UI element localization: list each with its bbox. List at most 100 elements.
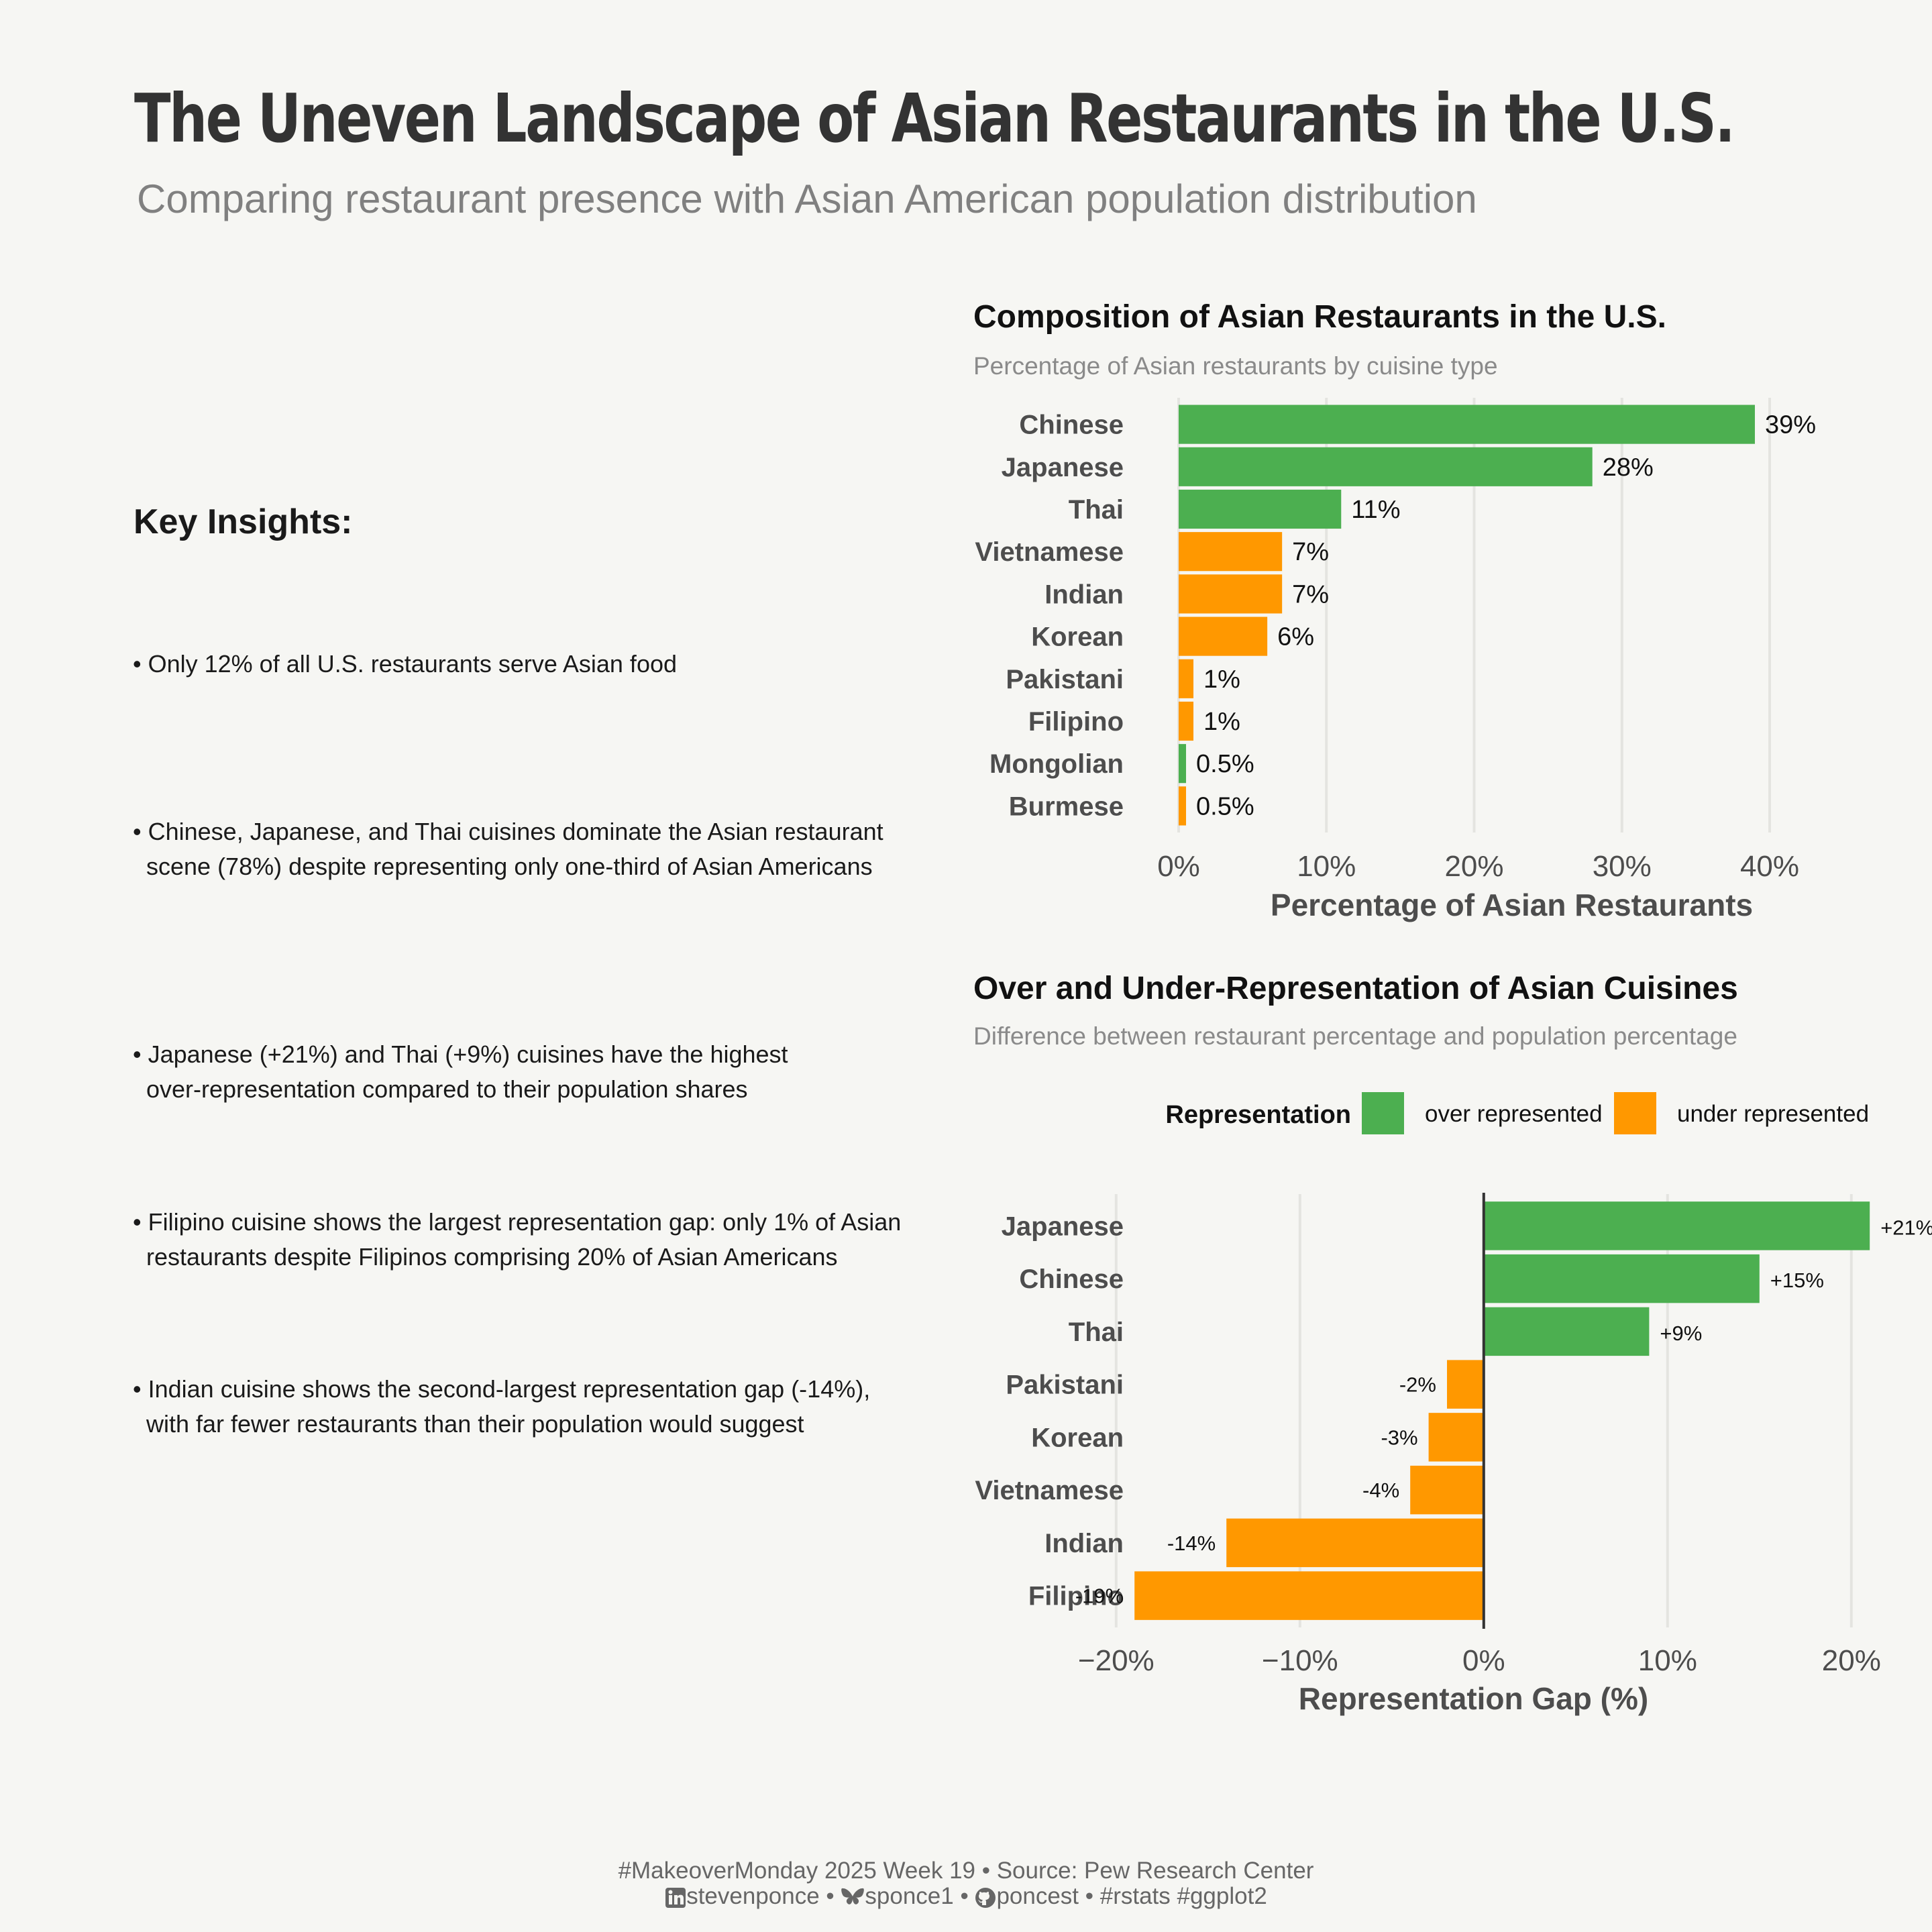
category-label: Thai: [1069, 495, 1124, 525]
tick-label: −20%: [1078, 1644, 1155, 1677]
legend-label-under: under represented: [1677, 1101, 1869, 1127]
insight-item: • Filipino cuisine shows the largest rep…: [133, 1205, 965, 1275]
data-label: 7%: [1292, 580, 1329, 608]
category-label: Filipino: [1028, 707, 1124, 737]
data-label: 7%: [1292, 538, 1329, 566]
data-label: 1%: [1203, 665, 1240, 694]
legend-swatch-over: [1362, 1092, 1404, 1134]
insight-item: • Chinese, Japanese, and Thai cuisines d…: [133, 814, 965, 884]
tick-label: 20%: [1444, 850, 1503, 883]
data-label: -14%: [1167, 1532, 1216, 1555]
composition-chart: Chinese 39% Japanese 28% Thai 11% Vietnamese 7%…: [975, 398, 1816, 922]
category-label: Japanese: [1002, 453, 1124, 482]
bar: [1179, 447, 1593, 486]
bar: [1179, 489, 1342, 529]
bar: [1483, 1201, 1870, 1250]
chart1-title: Composition of Asian Restaurants in the …: [973, 299, 1666, 335]
insight-item: • Indian cuisine shows the second-larges…: [133, 1372, 965, 1442]
insight-line: • Chinese, Japanese, and Thai cuisines d…: [133, 818, 883, 845]
data-label: -19%: [1075, 1585, 1124, 1608]
insight-line: restaurants despite Filipinos comprising…: [146, 1243, 838, 1271]
category-label: Korean: [1031, 623, 1124, 652]
tick-label: 30%: [1593, 850, 1652, 883]
bluesky-handle[interactable]: sponce1: [865, 1883, 954, 1909]
chart2-subtitle: Difference between restaurant percentage…: [973, 1022, 1737, 1050]
bar: [1179, 744, 1187, 784]
data-label: 0.5%: [1196, 750, 1254, 778]
bar: [1483, 1307, 1650, 1356]
insight-item: • Only 12% of all U.S. restaurants serve…: [133, 647, 965, 682]
tick-label: 20%: [1822, 1644, 1881, 1677]
bar: [1179, 532, 1283, 572]
insight-line: • Only 12% of all U.S. restaurants serve…: [133, 650, 678, 678]
footer-tags: • #rstats #ggplot2: [1085, 1883, 1267, 1909]
bar: [1134, 1571, 1484, 1620]
tick-label: 0%: [1462, 1644, 1505, 1677]
category-label: Filipino: [1028, 1582, 1124, 1611]
data-label: -2%: [1399, 1373, 1436, 1397]
github-handle[interactable]: poncest: [996, 1883, 1079, 1909]
data-label: -3%: [1381, 1426, 1417, 1449]
category-label: Indian: [1044, 1529, 1124, 1558]
insight-line: • Filipino cuisine shows the largest rep…: [133, 1208, 902, 1236]
data-label: 39%: [1765, 411, 1816, 439]
tick-label: 10%: [1638, 1644, 1697, 1677]
data-label: +21%: [1880, 1216, 1932, 1239]
tick-label: 0%: [1157, 850, 1200, 883]
category-label: Mongolian: [989, 749, 1124, 779]
category-label: Thai: [1069, 1318, 1124, 1347]
linkedin-handle[interactable]: stevenponce: [686, 1883, 820, 1909]
category-label: Japanese: [1002, 1212, 1124, 1241]
insight-line: over-representation compared to their po…: [146, 1075, 748, 1103]
page-subtitle: Comparing restaurant presence with Asian…: [137, 176, 1477, 221]
insight-line: • Indian cuisine shows the second-larges…: [133, 1375, 871, 1403]
bar: [1226, 1518, 1484, 1568]
category-label: Korean: [1031, 1423, 1124, 1452]
chart2-title: Over and Under-Representation of Asian C…: [973, 971, 1738, 1006]
insight-item: • Japanese (+21%) and Thai (+9%) cuisine…: [133, 1037, 965, 1107]
data-label: -4%: [1362, 1479, 1399, 1502]
data-label: 1%: [1203, 708, 1240, 736]
category-label: Vietnamese: [975, 537, 1124, 567]
category-label: Chinese: [1019, 411, 1124, 440]
tick-label: −10%: [1262, 1644, 1338, 1677]
bar: [1179, 574, 1283, 614]
data-label: 0.5%: [1196, 792, 1254, 820]
bar: [1179, 405, 1755, 444]
bar: [1483, 1254, 1760, 1303]
category-label: Vietnamese: [975, 1476, 1124, 1505]
footer-credits: stevenponce • sponce1 • poncest • #rstat…: [0, 1884, 1932, 1909]
tick-label: 10%: [1297, 850, 1356, 883]
butterfly-icon: [841, 1888, 865, 1904]
data-label: 6%: [1277, 623, 1314, 651]
category-label: Chinese: [1019, 1265, 1124, 1294]
github-icon: [975, 1887, 996, 1908]
x-axis-title: Representation Gap (%): [1299, 1681, 1648, 1716]
insight-line: • Japanese (+21%) and Thai (+9%) cuisine…: [133, 1040, 788, 1068]
bar: [1179, 701, 1194, 741]
legend-title: Representation: [1165, 1101, 1351, 1129]
category-label: Pakistani: [1006, 665, 1124, 694]
legend-swatch-under: [1614, 1092, 1656, 1134]
legend-label-over: over represented: [1425, 1101, 1603, 1127]
insight-line: with far fewer restaurants than their po…: [146, 1410, 804, 1438]
bar: [1179, 786, 1187, 826]
page-title: The Uneven Landscape of Asian Restaurant…: [134, 79, 1735, 158]
insight-line: scene (78%) despite representing only on…: [146, 853, 873, 880]
tick-label: 40%: [1740, 850, 1799, 883]
legend: Representation over represented under repr…: [1165, 1092, 1869, 1134]
data-label: +15%: [1770, 1269, 1824, 1292]
bar: [1179, 659, 1194, 698]
linkedin-icon: [665, 1887, 686, 1908]
footer-source: #MakeoverMonday 2025 Week 19 • Source: P…: [618, 1858, 1314, 1884]
data-label: +9%: [1660, 1322, 1702, 1345]
bar: [1179, 616, 1268, 656]
data-label: 11%: [1351, 496, 1400, 524]
category-label: Indian: [1044, 580, 1124, 609]
insights-title: Key Insights:: [133, 502, 353, 541]
category-label: Pakistani: [1006, 1371, 1124, 1400]
representation-gap-chart: Japanese +21% Chinese +15% Thai +9% Pakistani -…: [975, 1092, 1932, 1716]
bar: [1447, 1360, 1484, 1409]
category-label: Burmese: [1009, 792, 1124, 821]
